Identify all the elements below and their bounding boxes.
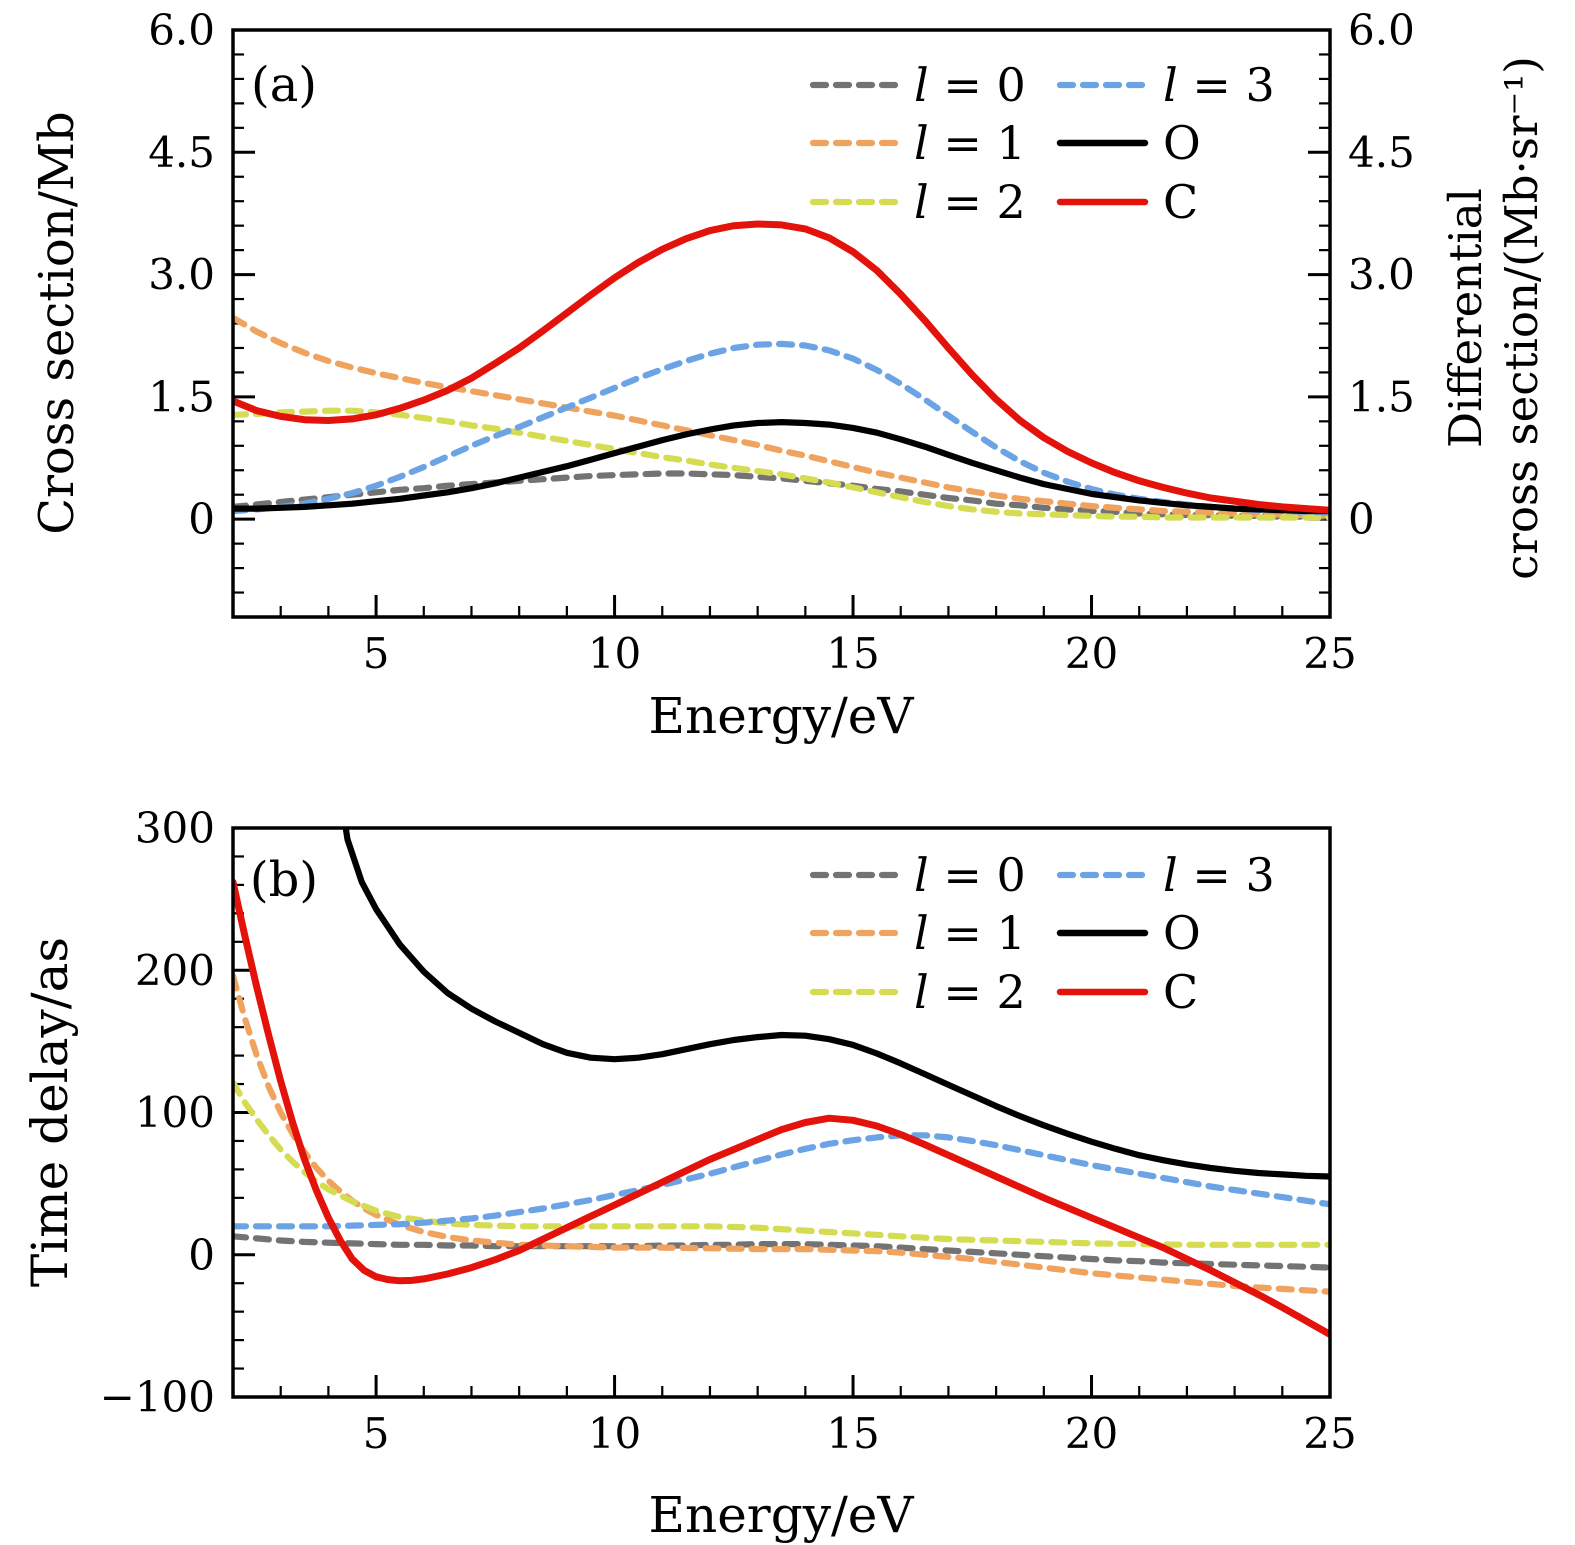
y-tick-label-right: 0: [1348, 495, 1375, 544]
curve-b-O: [342, 828, 1330, 1180]
x-tick-label: 10: [588, 629, 641, 678]
legend-a-O-label: O: [1163, 116, 1201, 170]
y-tick-label: −100: [100, 1373, 215, 1422]
curve-b-l1: [233, 972, 1330, 1295]
panel-a-frame: [231, 28, 1332, 619]
legend-a-C-label: C: [1163, 175, 1198, 229]
curve-a-l1: [233, 314, 1330, 519]
y-tick-label-right: 1.5: [1348, 372, 1415, 421]
y-tick-label-right: 6.0: [1348, 6, 1415, 55]
y-tick-label: 0: [188, 1230, 215, 1279]
y-tick-label: 6.0: [148, 6, 215, 55]
curve-b-C: [233, 878, 1330, 1338]
panel-a-y-axis-title: Cross section/Mb: [29, 111, 85, 535]
panel-a-x-axis-title: Energy/eV: [648, 687, 914, 745]
curve-a-l0: [233, 470, 1330, 520]
curve-a-O: [233, 419, 1330, 515]
panel-a-right-axis-title-line2: cross section/(Mb·sr⁻¹): [1495, 56, 1548, 580]
panel-a-right-axis-title-line1: Differential: [1438, 188, 1492, 448]
panel-b-x-axis-title: Energy/eV: [648, 1486, 914, 1544]
x-tick-label: 15: [826, 1409, 879, 1458]
panel-b-label: (b): [249, 852, 319, 908]
panel-a: 5 10 15 20 25 0 0 1.5 1.5 3.0 3.0 4.5 4.5 6.0 6.0 l = 0…: [148, 6, 1415, 679]
legend-b-O-label: O: [1163, 906, 1201, 960]
y-tick-label-right: 3.0: [1348, 250, 1415, 299]
legend-b-l0-label: l = 0: [914, 848, 1026, 902]
x-tick-label: 5: [363, 629, 390, 678]
x-tick-label: 5: [363, 1409, 390, 1458]
x-tick-label: 20: [1065, 629, 1118, 678]
panel-b-y-axis-title: Time delay/as: [21, 936, 79, 1288]
panel-b-tick-labels: 5 10 15 20 25 −100 0 100 200 300: [100, 804, 1357, 1459]
y-tick-label: 0: [188, 495, 215, 544]
x-tick-label: 10: [588, 1409, 641, 1458]
y-tick-label: 100: [135, 1088, 215, 1137]
x-tick-label: 15: [826, 629, 879, 678]
y-tick-label: 3.0: [148, 250, 215, 299]
y-tick-label: 200: [135, 946, 215, 995]
y-tick-label: 4.5: [148, 128, 215, 177]
x-tick-label: 25: [1303, 629, 1356, 678]
legend-b-l2-label: l = 2: [914, 965, 1026, 1019]
y-tick-label-right: 4.5: [1348, 128, 1415, 177]
curve-a-C: [233, 220, 1330, 514]
curve-a-l2: [233, 407, 1330, 521]
y-tick-label: 300: [135, 804, 215, 853]
legend-b-l3-label: l = 3: [1163, 848, 1275, 902]
legend-b-l1-label: l = 1: [914, 906, 1026, 960]
x-tick-label: 20: [1065, 1409, 1118, 1458]
legend-a-l0-label: l = 0: [914, 58, 1026, 112]
panel-b-curves: [233, 828, 1330, 1338]
legend-a-l3-label: l = 3: [1163, 58, 1275, 112]
curve-b-l3: [233, 1132, 1330, 1230]
panel-b-legend: l = 0l = 1l = 2 l = 3OC: [809, 848, 1275, 1019]
x-tick-label: 25: [1303, 1409, 1356, 1458]
panel-b-frame: [231, 826, 1332, 1399]
y-tick-label: 1.5: [148, 372, 215, 421]
panel-a-right-axis-title: Differential cross section/(Mb·sr⁻¹): [1438, 56, 1551, 580]
panel-b-ticks: [233, 826, 1284, 1399]
panel-a-legend: l = 0l = 1l = 2 l = 3OC: [809, 58, 1275, 229]
curve-b-l0: [233, 1233, 1330, 1271]
legend-b-C-label: C: [1163, 965, 1198, 1019]
legend-a-l2-label: l = 2: [914, 175, 1026, 229]
panel-a-curves: [233, 220, 1330, 521]
panel-a-tick-labels: 5 10 15 20 25 0 0 1.5 1.5 3.0 3.0 4.5 4.5 6.0 6.0: [148, 6, 1415, 679]
panel-a-label: (a): [250, 57, 318, 113]
legend-a-l1-label: l = 1: [914, 116, 1026, 170]
